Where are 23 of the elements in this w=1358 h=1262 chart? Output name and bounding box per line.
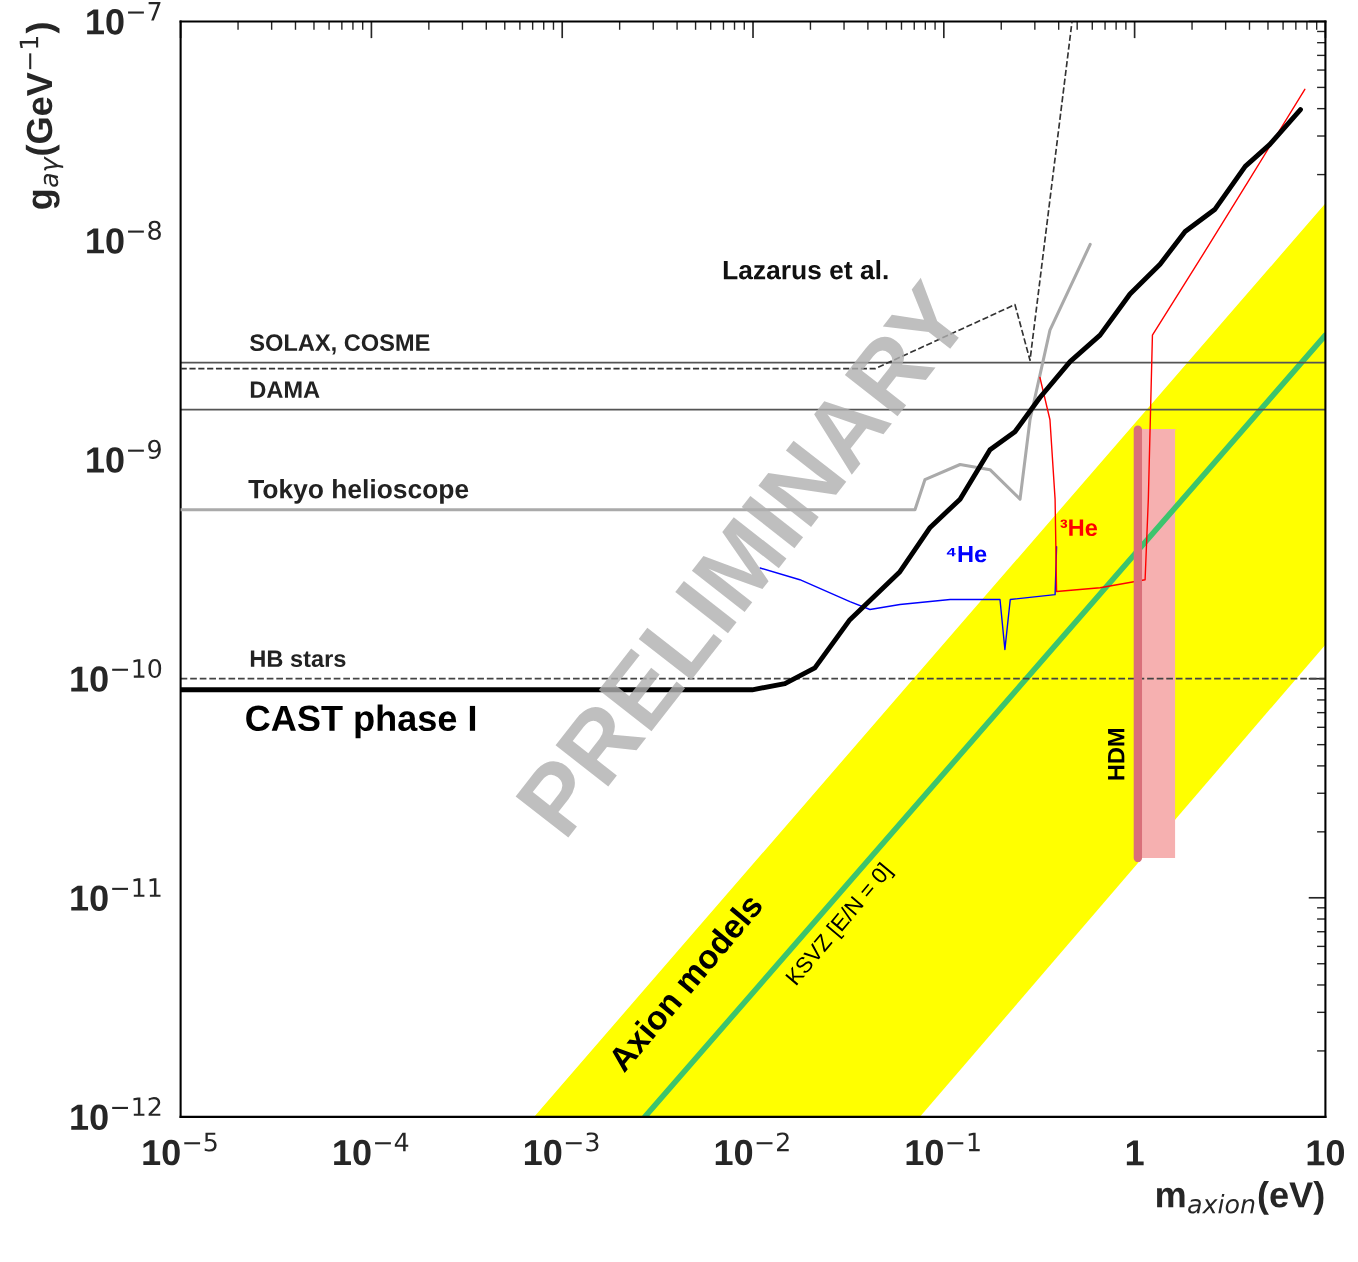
x-tick-label: 10$^{−5}$	[143, 1132, 217, 1166]
y-axis-title: g$_{aγ}$(GeV$^{−1}$)	[19, 23, 64, 209]
annotation: HDM	[1108, 728, 1125, 780]
x-axis-title: m$_{axion}$(eV)	[1156, 1181, 1324, 1215]
ref-line-label: SOLAX, COSME	[249, 334, 430, 355]
y-tick-label: 10$^{−9}$	[87, 439, 161, 473]
ref-line-label: HB stars	[250, 650, 346, 668]
x-tick-label: 10	[1307, 1140, 1345, 1166]
y-tick-label: 10$^{−7}$	[87, 2, 161, 35]
x-tick-label: 10$^{−1}$	[906, 1132, 980, 1166]
annotation: CAST phase I	[246, 704, 476, 739]
x-tick-label: 1	[1126, 1140, 1144, 1166]
y-tick-label: 10$^{−10}$	[71, 658, 162, 692]
y-tick-label: 10$^{−11}$	[71, 878, 161, 911]
x-tick-label: 10$^{−4}$	[334, 1132, 409, 1166]
ref-line-label: DAMA	[250, 381, 320, 398]
y-tick-label: 10$^{−8}$	[87, 220, 161, 254]
annotation: Tokyo helioscope	[248, 479, 469, 504]
annotation: Lazarus et al.	[723, 260, 888, 280]
annotation: ³He	[1060, 519, 1098, 537]
y-tick-label: 10$^{−12}$	[71, 1097, 161, 1131]
x-tick-label: 10$^{−3}$	[524, 1132, 599, 1166]
x-tick-label: 10$^{−2}$	[715, 1132, 789, 1166]
